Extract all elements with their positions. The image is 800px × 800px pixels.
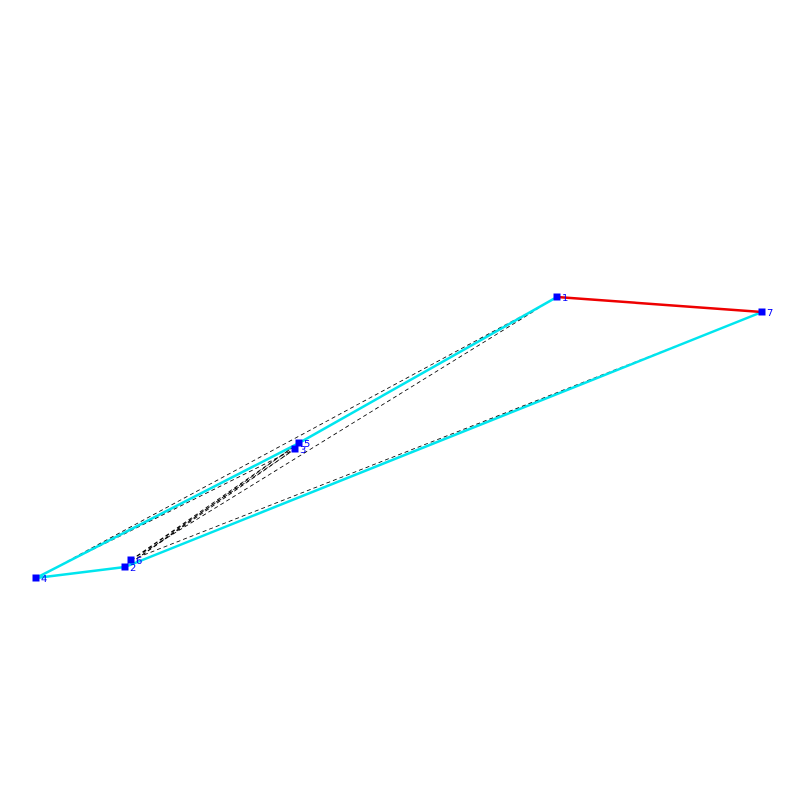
vertex-label-6: 6 [136,556,142,567]
vertex-marker-4 [32,574,40,582]
vertex-label-3: 3 [300,445,306,456]
hull-edge-4-2 [35,565,126,580]
dashed-edges-layer [35,296,763,579]
hull-edge-2-7 [124,310,763,569]
vertex-marker-1 [553,293,561,301]
vertex-label-4: 4 [41,574,47,585]
highlight-edge-1-7 [556,295,763,314]
dashed-edge-6-7 [130,311,763,561]
vertex-marker-6 [127,556,135,564]
highlight-edges-layer [556,295,763,314]
dashed-edge-6-1 [130,296,558,561]
dashed-edge-2-5 [124,442,300,568]
vertices-layer: 1 2 3 4 5 6 7 [32,293,773,585]
vertex-label-2: 2 [130,563,136,574]
vertex-marker-7 [758,308,766,316]
hull-edge-1-5 [298,295,558,445]
vertex-label-7: 7 [767,308,773,319]
vertex-marker-3 [291,445,299,453]
vertex-label-1: 1 [562,293,568,304]
hull-edge-5-4 [35,441,300,580]
hull-edges-layer [35,295,763,580]
vertex-marker-2 [121,563,129,571]
dashed-edge-4-1 [35,296,558,579]
dashed-edge-6-5 [130,442,300,561]
vertex-label-5: 5 [304,439,310,450]
dashed-edge-4-3 [35,448,296,579]
vertex-marker-5 [295,439,303,447]
